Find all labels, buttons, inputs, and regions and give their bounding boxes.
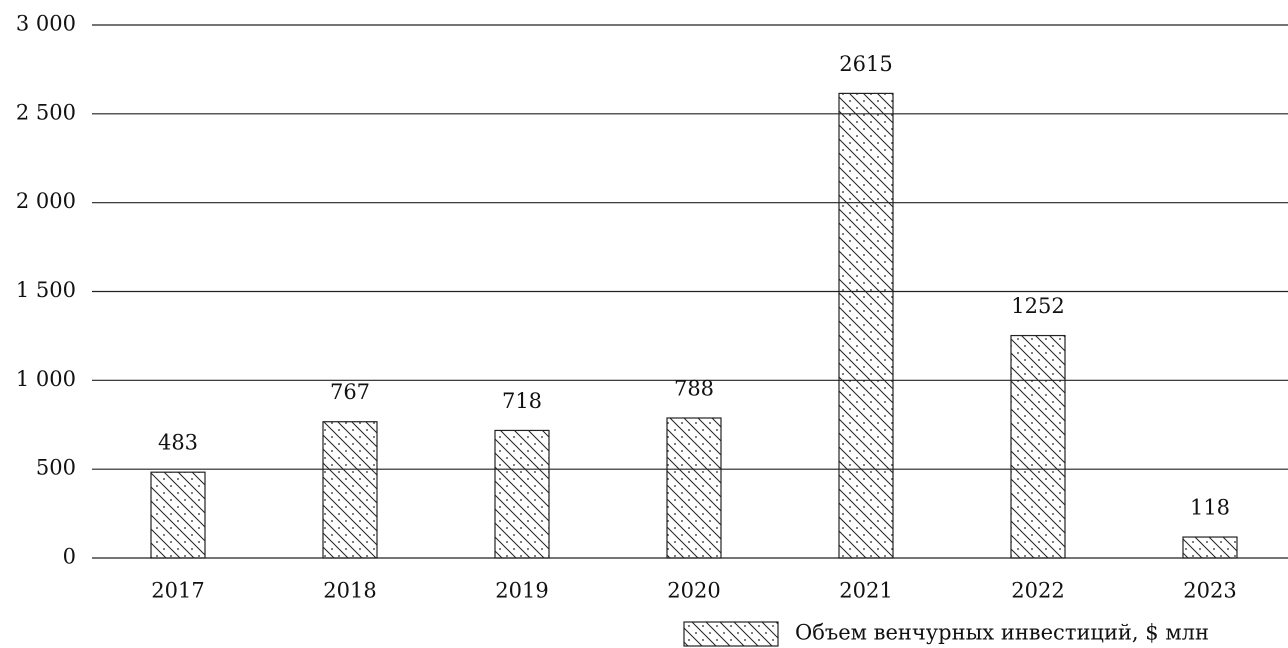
- data-label: 2615: [839, 52, 892, 76]
- bar: [322, 421, 378, 559]
- data-label: 483: [158, 431, 198, 455]
- x-tick-label: 2018: [323, 579, 376, 603]
- data-label: 118: [1190, 496, 1230, 520]
- bar: [838, 92, 894, 559]
- legend-label: Объем венчурных инвестиций, $ млн: [795, 621, 1209, 645]
- bar: [1182, 536, 1238, 559]
- x-tick-label: 2020: [667, 579, 720, 603]
- x-tick-label: 2022: [1011, 579, 1064, 603]
- y-tick-label: 1 000: [16, 367, 76, 391]
- x-tick-label: 2023: [1183, 579, 1236, 603]
- data-label: 718: [502, 389, 542, 413]
- y-tick-label: 1 500: [16, 278, 76, 302]
- x-tick-label: 2017: [151, 579, 204, 603]
- y-tick-label: 500: [36, 456, 76, 480]
- bar: [150, 471, 206, 559]
- y-tick-label: 0: [63, 545, 76, 569]
- data-label: 788: [674, 376, 714, 400]
- y-tick-label: 2 000: [16, 189, 76, 213]
- y-tick-label: 2 500: [16, 100, 76, 124]
- x-tick-label: 2019: [495, 579, 548, 603]
- x-tick-label: 2021: [839, 579, 892, 603]
- bar: [1010, 334, 1066, 559]
- legend-swatch: [683, 621, 779, 647]
- data-label: 767: [330, 380, 370, 404]
- bar: [494, 429, 550, 559]
- y-tick-label: 3 000: [16, 12, 76, 36]
- data-label: 1252: [1011, 294, 1064, 318]
- bar: [666, 417, 722, 559]
